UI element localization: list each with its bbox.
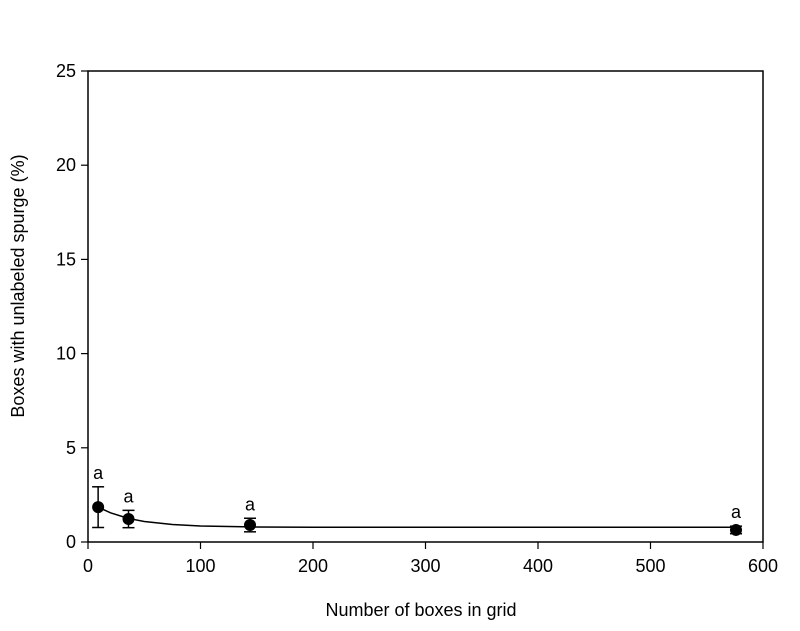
y-tick-label: 20	[56, 155, 76, 175]
x-tick-label: 200	[298, 556, 328, 576]
point-annotation: a	[123, 486, 134, 506]
point-annotation: a	[93, 463, 104, 483]
data-point	[730, 523, 742, 536]
y-tick-label: 15	[56, 249, 76, 269]
y-tick-label: 5	[66, 438, 76, 458]
x-tick-label: 100	[185, 556, 215, 576]
y-tick-label: 10	[56, 344, 76, 364]
y-tick-label: 0	[66, 532, 76, 552]
x-tick-label: 600	[748, 556, 778, 576]
data-point	[244, 519, 256, 532]
data-point	[92, 501, 105, 514]
point-annotation: a	[245, 494, 256, 514]
point-annotation: a	[731, 502, 742, 522]
y-axis-label: Boxes with unlabeled spurge (%)	[8, 154, 28, 417]
plot-frame	[87, 70, 764, 543]
x-tick-label: 500	[635, 556, 665, 576]
x-axis-label: Number of boxes in grid	[325, 600, 516, 620]
y-tick-label: 25	[56, 61, 76, 81]
x-tick-label: 400	[523, 556, 553, 576]
x-tick-label: 0	[83, 556, 93, 576]
x-tick-label: 300	[410, 556, 440, 576]
data-point	[122, 513, 135, 526]
fit-curve	[97, 506, 736, 529]
